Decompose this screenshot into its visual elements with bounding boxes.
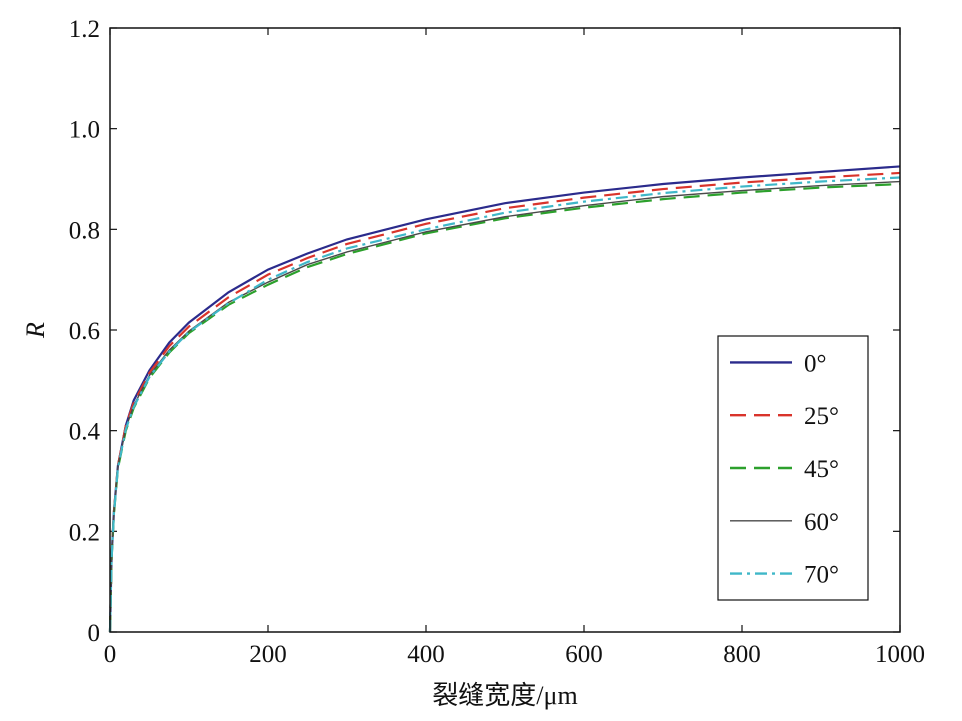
x-tick-label: 600 [565, 641, 603, 668]
legend-label: 45° [804, 456, 839, 483]
series-lines [108, 165, 901, 633]
y-tick-label: 0.2 [69, 519, 100, 546]
legend-label: 25° [804, 403, 839, 430]
axis-tick-labels: 0 200 400 600 800 1000 0 0.2 0.4 0.6 0.8 1.0 1.2 [69, 16, 925, 668]
y-tick-label: 0.4 [69, 419, 101, 446]
x-tick-label: 200 [249, 641, 287, 668]
x-axis-label: 裂缝宽度/μm [432, 681, 577, 710]
y-tick-label: 0 [88, 620, 101, 647]
x-tick-label: 0 [104, 641, 117, 668]
y-tick-label: 0.6 [69, 318, 100, 345]
x-tick-label: 800 [723, 641, 761, 668]
legend-label: 60° [804, 509, 839, 536]
legend-label: 70° [804, 562, 839, 589]
legend-label: 0° [804, 350, 827, 377]
series-line-4 [108, 176, 901, 633]
y-tick-label: 0.8 [69, 217, 100, 244]
y-tick-label: 1.2 [69, 16, 100, 43]
plot-frame [109, 27, 901, 633]
y-tick-label: 1.0 [69, 117, 100, 144]
x-tick-label: 400 [407, 641, 445, 668]
legend: 0° 25° 45° 60° 70° [717, 335, 869, 601]
y-axis-label: R [21, 322, 50, 339]
x-tick-label: 1000 [875, 641, 925, 668]
